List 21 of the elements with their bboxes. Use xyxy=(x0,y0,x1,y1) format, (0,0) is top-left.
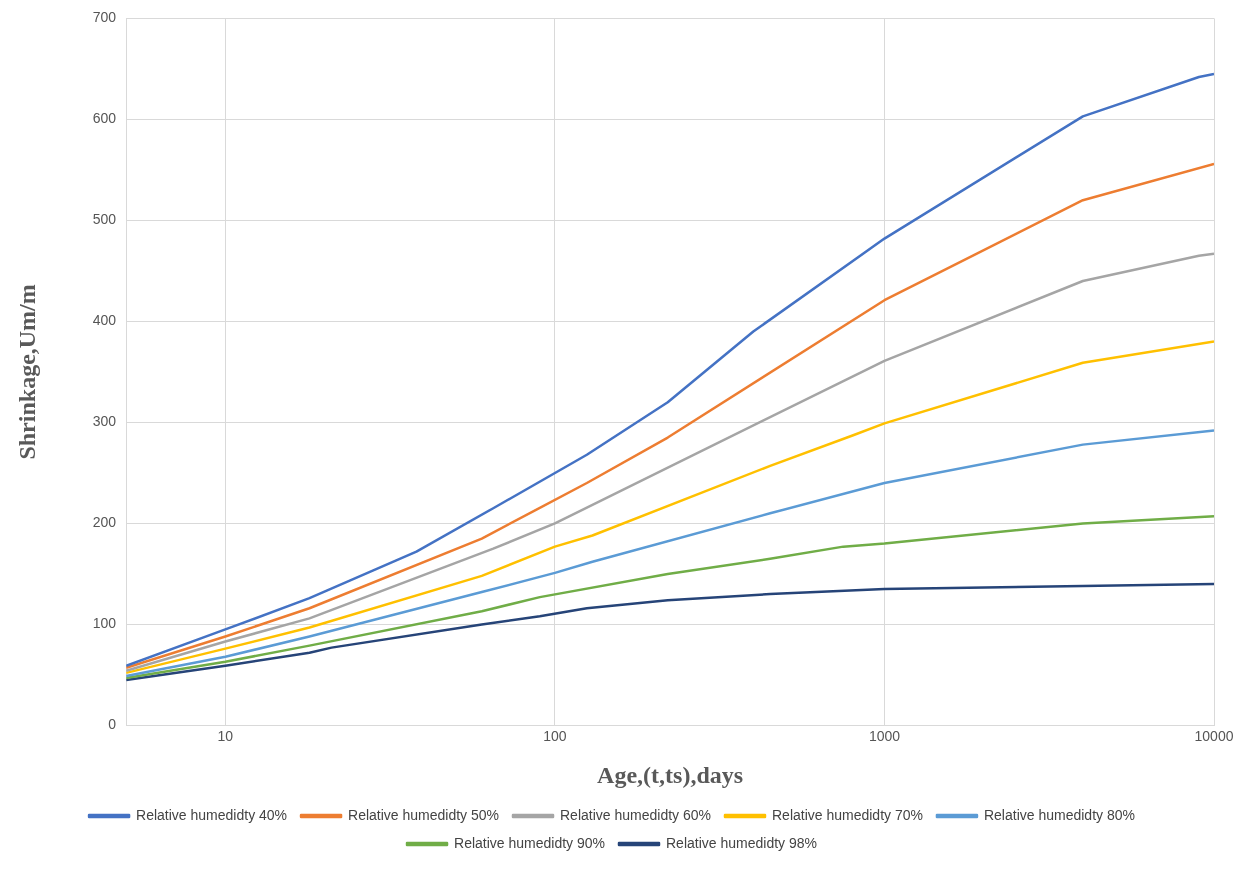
legend-label: Relative humedidty 60% xyxy=(560,806,711,823)
x-axis-title: Age,(t,ts),days xyxy=(597,761,744,788)
y-tick-label: 0 xyxy=(108,716,117,733)
y-tick-label: 300 xyxy=(92,413,117,430)
y-tick-label: 600 xyxy=(92,110,117,127)
y-tick-label: 500 xyxy=(92,211,117,228)
y-tick-label: 100 xyxy=(92,615,117,632)
legend-label: Relative humedidty 98% xyxy=(666,834,817,851)
legend-label: Relative humedidty 90% xyxy=(454,834,606,851)
x-tick-label: 100 xyxy=(543,727,567,744)
x-tick-label: 10000 xyxy=(1194,727,1234,744)
legend-label: Relative humedidty 50% xyxy=(348,806,500,823)
x-tick-label: 1000 xyxy=(868,727,901,744)
legend-label: Relative humedidty 40% xyxy=(136,806,288,823)
legend-label: Relative humedidty 80% xyxy=(983,806,1135,823)
x-tick-label: 10 xyxy=(217,727,234,744)
y-tick-label: 400 xyxy=(92,312,117,329)
legend-label: Relative humedidty 70% xyxy=(771,806,923,823)
y-axis-title: Shrinkage,Um/m xyxy=(13,284,40,460)
y-tick-label: 700 xyxy=(92,9,117,26)
y-tick-label: 200 xyxy=(92,514,117,531)
